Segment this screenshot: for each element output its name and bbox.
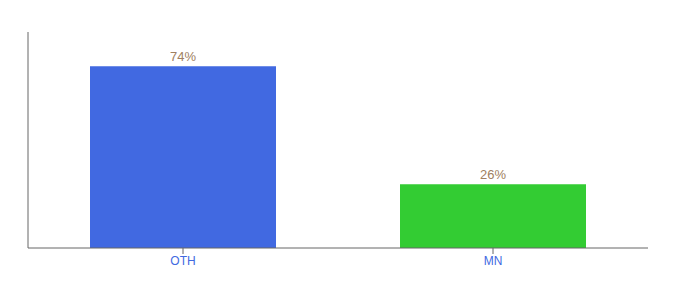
svg-text:OTH: OTH xyxy=(170,254,195,268)
svg-text:MN: MN xyxy=(484,254,503,268)
svg-text:26%: 26% xyxy=(480,167,506,182)
svg-text:74%: 74% xyxy=(170,49,196,64)
